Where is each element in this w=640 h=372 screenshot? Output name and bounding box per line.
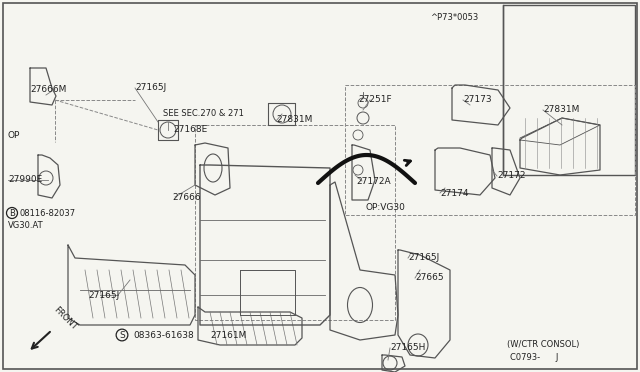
Text: 27251F: 27251F <box>358 96 392 105</box>
Text: (W/CTR CONSOL): (W/CTR CONSOL) <box>507 340 579 350</box>
Text: 08116-82037: 08116-82037 <box>20 208 76 218</box>
Text: 27990E: 27990E <box>8 176 42 185</box>
Text: ^P73*0053: ^P73*0053 <box>430 13 478 22</box>
Text: 27666: 27666 <box>172 192 200 202</box>
Text: 27831M: 27831M <box>543 106 579 115</box>
Text: 27165J: 27165J <box>408 253 439 263</box>
Text: OP: OP <box>8 131 20 140</box>
Text: OP:VG30: OP:VG30 <box>365 202 405 212</box>
Text: C0793-      J: C0793- J <box>510 353 558 362</box>
Text: 08363-61638: 08363-61638 <box>133 330 194 340</box>
Text: 27172A: 27172A <box>356 176 390 186</box>
Text: VG30.AT: VG30.AT <box>8 221 44 231</box>
Text: 27165J: 27165J <box>88 291 119 299</box>
Text: S: S <box>119 330 125 340</box>
Text: 27165J: 27165J <box>135 83 166 93</box>
Text: 27831M: 27831M <box>276 115 312 124</box>
Text: 27174: 27174 <box>440 189 468 198</box>
Text: 27168E: 27168E <box>173 125 207 135</box>
Text: FRONT: FRONT <box>52 305 79 331</box>
Bar <box>503 5 635 175</box>
Text: 27666M: 27666M <box>30 84 67 93</box>
Text: 27665: 27665 <box>415 273 444 282</box>
Text: B: B <box>9 208 15 218</box>
Text: 27165H: 27165H <box>390 343 426 353</box>
Text: 27173: 27173 <box>463 96 492 105</box>
Bar <box>195 125 395 320</box>
Text: SEE SEC.270 & 271: SEE SEC.270 & 271 <box>163 109 244 118</box>
Text: 27161M: 27161M <box>210 330 246 340</box>
Bar <box>345 85 635 215</box>
Text: 27172: 27172 <box>497 171 525 180</box>
